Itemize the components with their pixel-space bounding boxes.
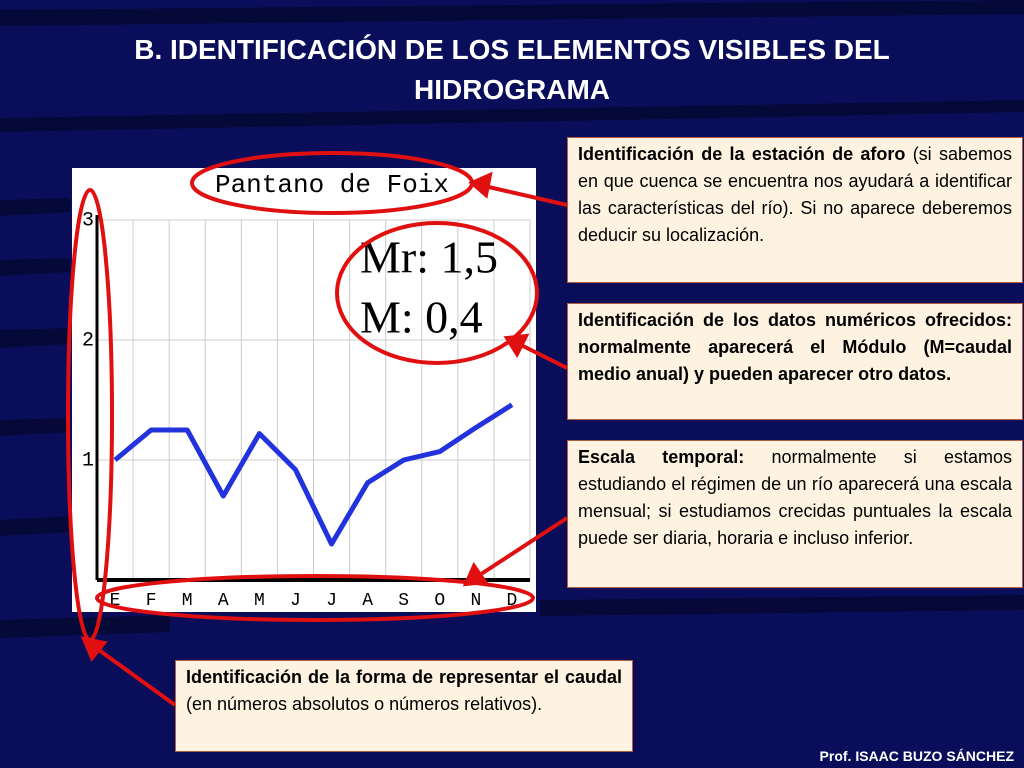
x-tick-label: J — [290, 591, 301, 611]
callout: Identificación de la forma de representa… — [175, 660, 633, 752]
x-tick-label: O — [434, 591, 445, 611]
annotation: M: 0,4 — [360, 292, 483, 343]
arrows — [80, 171, 569, 707]
y-tick-label: 1 — [82, 449, 94, 472]
callout: Identificación de los datos numéricos of… — [567, 303, 1023, 420]
x-tick-label: A — [362, 591, 373, 611]
x-tick-label: E — [110, 591, 121, 611]
callout-text: (si sabemos en que cuenca se encuentra n… — [578, 144, 1012, 245]
slide-title: B. IDENTIFICACIÓN DE LOS ELEMENTOS VISIB… — [134, 34, 890, 105]
chart-title: Pantano de Foix — [215, 170, 449, 200]
x-tick-label: N — [470, 591, 481, 611]
background-stripes — [0, 0, 1024, 638]
annotation: Mr: 1,5 — [360, 232, 498, 283]
y-tick-label: 2 — [82, 329, 94, 352]
callout-bold: Identificación de la estación de aforo — [578, 144, 906, 164]
callout-bold: Identificación de los datos numéricos of… — [578, 310, 1012, 384]
callout-bold: Escala temporal: — [578, 447, 745, 467]
data-line — [113, 402, 514, 547]
x-tick-label: S — [398, 591, 409, 611]
x-tick-label: F — [146, 591, 157, 611]
callout-text: (en números absolutos o números relativo… — [186, 694, 543, 714]
callout: Escala temporal: normalmente si estamos … — [567, 440, 1023, 588]
x-tick-label: J — [326, 591, 337, 611]
callout: Identificación de la estación de aforo (… — [567, 137, 1023, 283]
x-tick-label: A — [218, 591, 229, 611]
callout-bold: Identificación de la forma de representa… — [186, 667, 622, 687]
footer: Prof. ISAAC BUZO SÁNCHEZ — [819, 748, 1014, 764]
y-tick-label: 3 — [82, 209, 94, 232]
x-tick-label: M — [182, 591, 193, 611]
x-tick-label: M — [254, 591, 265, 611]
callout-text: normalmente si estamos estudiando el rég… — [578, 447, 1013, 548]
x-tick-label: D — [507, 591, 518, 611]
